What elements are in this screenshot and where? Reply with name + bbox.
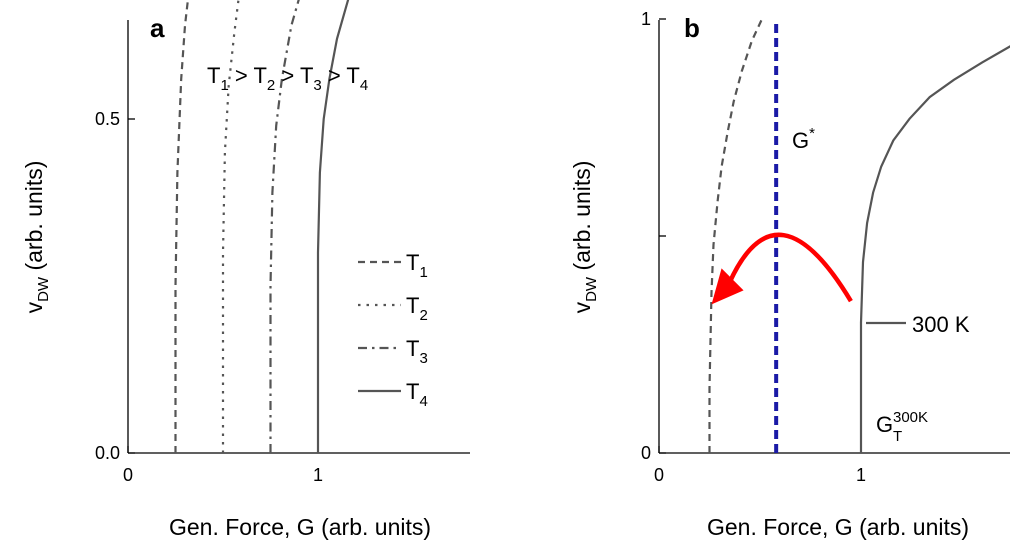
panel-b-y-ticks: 01 [641,9,666,463]
panel-b-curves [710,19,1010,453]
panel-b-letter: b [684,13,700,43]
y-tick-label: 0.5 [95,109,120,129]
panel-b-y-title: vDW (arb. units) [569,161,600,314]
x-tick-label: 1 [313,465,323,485]
x-tick-label: 1 [856,465,866,485]
red-arrow-head [712,268,744,304]
legend-label: T4 [406,379,428,410]
critical-force-label: G* [792,125,815,153]
panel-a-y-ticks: 0.00.51.0 [95,0,135,463]
y-tick-label: 1 [641,9,651,29]
panel-a-x-title: Gen. Force, G (arb. units) [169,514,431,540]
y-tick-label: 0 [641,443,651,463]
panel-a-y-title: vDW (arb. units) [21,161,52,314]
panel-a-legend: T1 T2 T3 T4 [358,250,428,410]
x-tick-label: 0 [654,465,664,485]
x-tick-label: 0 [123,465,133,485]
panel-b-x-title: Gen. Force, G (arb. units) [707,514,969,540]
panel-a: a 0.00.51.0 01 T1 > T2 > T3 > T4 T1T2T3T… [21,0,470,540]
series-line-300k [861,45,1010,453]
legend-label: T1 [406,250,428,281]
legend-label: T3 [406,336,428,367]
panel-a-letter: a [150,13,165,43]
series-label-300k: 300 K [912,312,970,337]
panel-a-temperature-order: T1 > T2 > T3 > T4 [207,63,368,94]
legend-label: T2 [406,293,428,324]
series-line-shifted [710,19,763,453]
red-shift-arrow [730,235,851,301]
y-tick-label: 0.0 [95,443,120,463]
threshold-label: GT300K [876,409,928,445]
